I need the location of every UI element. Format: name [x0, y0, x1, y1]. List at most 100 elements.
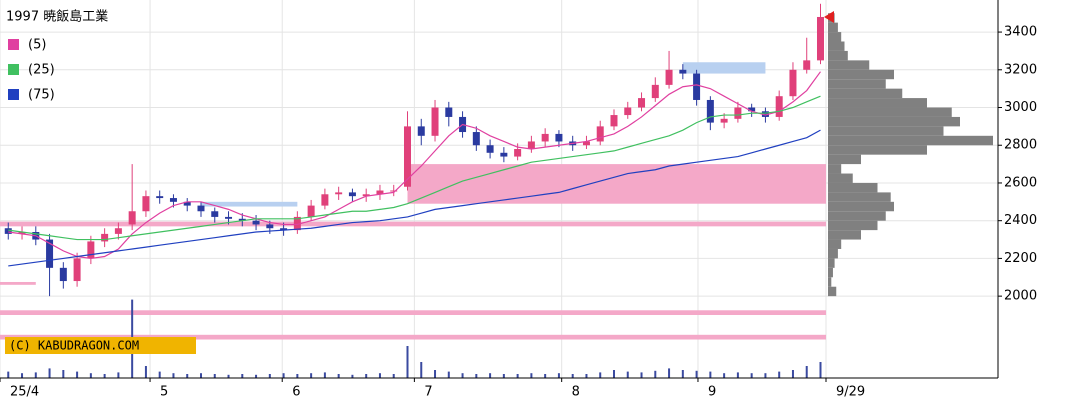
volume-bar: [819, 362, 822, 378]
volume-bar: [681, 370, 684, 378]
ma-line: [8, 71, 821, 260]
volume-bar: [62, 370, 65, 378]
candle-body: [321, 194, 329, 206]
candle-body: [280, 228, 288, 231]
legend-label: (25): [28, 63, 55, 78]
y-tick-label: 3000: [1004, 100, 1037, 115]
candle-body: [114, 228, 122, 234]
candle-body: [445, 107, 453, 117]
candle-body: [761, 111, 769, 117]
volume-bar: [103, 374, 106, 378]
x-tick-label: 6: [292, 385, 300, 400]
volume-bar: [117, 372, 120, 378]
volume-bar: [89, 373, 92, 378]
volume-bar: [557, 373, 560, 378]
volume-bar: [213, 374, 216, 378]
y-tick-label: 2600: [1004, 175, 1037, 190]
copyright: (C) KABUDRAGON.COM: [9, 339, 139, 353]
candle-body: [417, 126, 425, 136]
volume-bar: [351, 374, 354, 378]
x-tick-label: 9/29: [836, 385, 865, 400]
x-tick-label: 7: [424, 385, 432, 400]
candle-body: [706, 99, 714, 123]
candle-body: [693, 73, 701, 100]
profile-bar: [828, 267, 833, 278]
profile-bar: [828, 22, 838, 33]
volume-bar: [420, 362, 423, 378]
candle-body: [527, 141, 535, 150]
profile-bar: [828, 107, 952, 117]
volume-bar: [585, 374, 588, 378]
volume-bar: [502, 374, 505, 378]
profile-bar: [828, 69, 894, 80]
zone: [0, 281, 36, 285]
y-tick-label: 2200: [1004, 251, 1037, 266]
candle-body: [816, 16, 824, 61]
candle-body: [4, 228, 12, 234]
x-tick-label: 9: [708, 385, 716, 400]
candle-body: [486, 145, 494, 153]
profile-bar: [828, 201, 894, 212]
x-tick-label: 5: [160, 385, 168, 400]
candle-body: [252, 220, 260, 225]
profile-bar: [828, 182, 878, 193]
volume-bar: [365, 374, 368, 378]
candle-body: [128, 211, 136, 225]
candle-body: [225, 216, 233, 219]
candle-body: [376, 190, 384, 195]
profile-bar: [828, 220, 878, 231]
volume-bar: [48, 368, 51, 378]
volume-bar: [571, 374, 574, 378]
volume-bar: [310, 373, 313, 378]
ma-line: [8, 129, 821, 267]
profile-bar: [828, 164, 842, 174]
candle-body: [541, 133, 549, 142]
profile-bar: [828, 211, 886, 221]
legend-label: (5): [28, 38, 46, 53]
volume-bar: [626, 371, 629, 378]
profile-bar: [828, 230, 861, 240]
zone: [0, 334, 826, 340]
candle-body: [348, 192, 356, 197]
volume-bar: [255, 374, 258, 378]
volume-bar: [21, 373, 24, 378]
x-tick-label: 25/4: [10, 385, 39, 400]
candle-body: [266, 224, 274, 229]
candle-body: [596, 126, 604, 142]
volume-bar: [709, 371, 712, 378]
candle-body: [101, 233, 109, 242]
zone: [407, 164, 826, 204]
profile-bar: [828, 192, 891, 202]
volume-bar: [489, 373, 492, 378]
volume-bar: [544, 374, 547, 378]
profile-bar: [828, 145, 927, 155]
profile-bar: [828, 239, 842, 249]
candle-body: [472, 132, 480, 146]
candle-body: [142, 196, 150, 212]
legend-label: (75): [28, 88, 55, 103]
candle-body: [403, 126, 411, 187]
legend-swatch: [8, 64, 19, 75]
y-tick-label: 3400: [1004, 25, 1037, 40]
volume-bar: [695, 370, 698, 378]
candle-body: [390, 190, 398, 192]
volume-bar: [268, 374, 271, 378]
candle-body: [73, 258, 81, 282]
legend-swatch: [8, 89, 19, 100]
profile-bar: [828, 258, 835, 268]
candle-body: [651, 84, 659, 99]
candle-body: [582, 141, 590, 146]
volume-bar: [475, 374, 478, 378]
profile-bar: [828, 116, 960, 127]
profile-bar: [828, 32, 842, 42]
profile-bar: [828, 126, 944, 136]
volume-bar: [723, 373, 726, 378]
volume-bar: [392, 374, 395, 378]
volume-bar: [530, 373, 533, 378]
candle-body: [307, 205, 315, 217]
candle-body: [59, 267, 67, 282]
y-tick-label: 3200: [1004, 62, 1037, 77]
x-tick-label: 8: [572, 385, 580, 400]
candle-body: [293, 216, 301, 231]
